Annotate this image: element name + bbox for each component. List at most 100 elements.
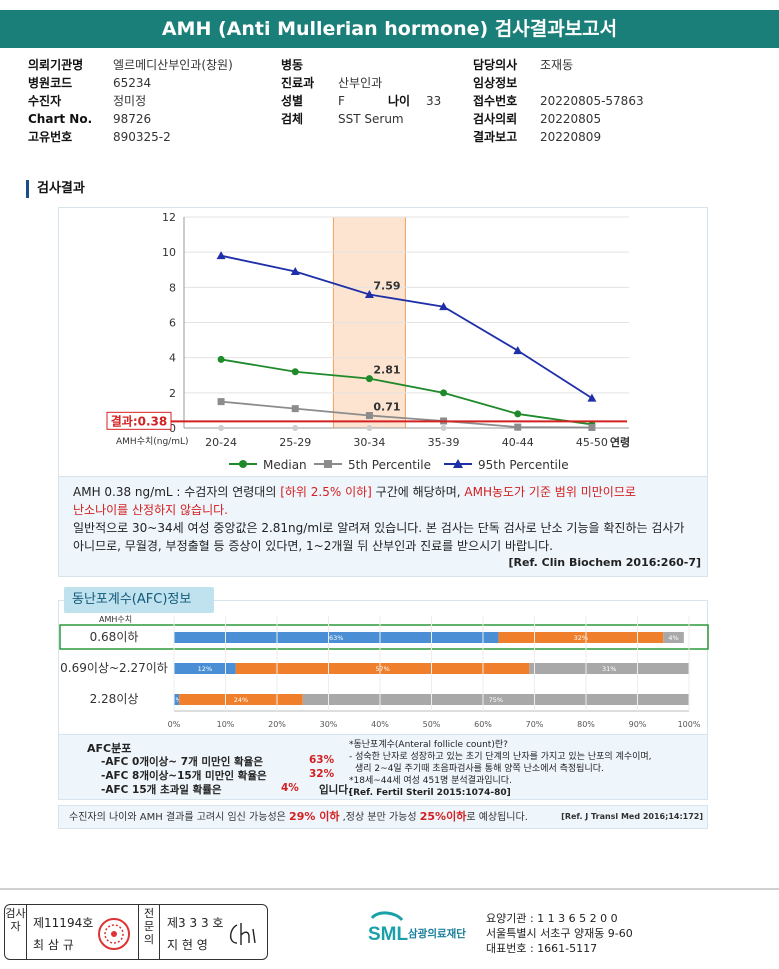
bar-segment (663, 632, 684, 643)
x-axis-suffix: 연령 (610, 435, 630, 449)
info-label: 검체 (281, 112, 304, 126)
y-tick-label: 6 (169, 317, 176, 330)
summary-reference: [Ref. J Transl Med 2016;14:172] (561, 812, 703, 821)
info-value: 조재동 (540, 58, 574, 72)
bar-category-label: 0.68이하 (90, 630, 139, 644)
organization-info: 요양기관 : 1 1 3 6 5 2 0 0 서울특별시 서초구 양재동 9-6… (486, 911, 633, 956)
interpretation-text: AMH 0.38 ng/mL : 수검자의 연령대의 (73, 485, 281, 499)
bar-category-label: 2.28이상 (90, 692, 139, 706)
afc-row: -AFC 8개이상~15개 미만인 확율은 32% (101, 768, 334, 783)
age-value: 33 (426, 94, 442, 108)
afc-note-line: *18세~44세 여성 451명 분석결과입니다. (349, 776, 512, 786)
x-tick-label: 25-29 (279, 436, 311, 449)
bar-segment (529, 663, 689, 674)
y-tick-label: 4 (169, 352, 176, 365)
afc-row-percent: 4% (281, 782, 299, 794)
amh-age-line-chart: 0 2 4 6 8 10 12 20-24 25-29 30-34 35-39 40-44 45-50 연… (106, 211, 630, 472)
info-label: 의뢰기관명 (28, 58, 84, 72)
result-label: 결과:0.38 (111, 413, 168, 428)
x-tick-label: 30-34 (353, 436, 385, 449)
bar-segment (235, 663, 530, 674)
bar-value-label: 12% (198, 665, 212, 673)
info-value: 98726 (113, 112, 152, 126)
bar-segment (174, 663, 236, 674)
data-label: 2.81 (373, 364, 400, 377)
data-label: 7.59 (373, 280, 400, 293)
afc-chart-panel: AMH수치 0.68이하 63% 32% 4% 0.69이상~2.27이하 12% 57% 31… (58, 600, 709, 735)
afc-distribution-title: AFC분포 (87, 742, 132, 755)
ovarian-age-note: 난소나이를 산정하지 않습니다. (73, 503, 228, 517)
specialist-license-no: 제3 3 3 호 (167, 916, 224, 930)
y-axis-label: AMH수치(ng/mL) (116, 435, 189, 447)
below-range-warning: AMH농도가 기준 범위 미만이므로 (464, 485, 636, 499)
series-line-95th-percentile (220, 254, 593, 399)
afc-row-text: -AFC 0개이상~ 7개 미만인 확율은 (101, 756, 263, 768)
afc-row-text: -AFC 8개이상~15개 미만인 확율은 (101, 770, 267, 782)
bar-segment (174, 632, 499, 643)
legend-label: 95th Percentile (478, 458, 569, 472)
sml-logo-text: SML (368, 924, 409, 945)
info-value: 65234 (113, 76, 152, 90)
specialist-name: 지 현 영 (167, 938, 208, 952)
info-value: 20220805-57863 (540, 94, 644, 108)
x-tick-dot (366, 425, 373, 431)
bar-x-tick-label: 30% (320, 720, 338, 729)
bar-x-tick-label: 70% (526, 720, 544, 729)
signature-box: 검사자 제11194호 최 삼 규 전문의 제3 3 3 호 지 현 영 (4, 904, 268, 960)
afc-note-line: - 성숙한 난자로 성장하고 있는 초기 단계의 난자를 가지고 있는 난포의 … (349, 752, 652, 762)
info-label: 성별 (281, 94, 304, 108)
pregnancy-probability: 29% 이하 (289, 810, 340, 823)
summary-text-end: 로 예상됩니다. (466, 812, 528, 823)
examiner-label: 검사자 (5, 905, 27, 959)
summary-text-mid: ,정상 분만 가능성 (339, 812, 420, 823)
info-label: 병원코드 (28, 76, 73, 90)
afc-row: -AFC 0개이상~ 7개 미만인 확율은 63% (101, 754, 334, 769)
afc-row-text: -AFC 15개 초과일 확률은 (101, 784, 222, 796)
bar-segment (498, 632, 664, 643)
info-value: 산부인과 (338, 76, 383, 90)
org-name: 삼광의료재단 (408, 927, 466, 940)
data-point (514, 423, 522, 431)
bar-x-tick-label: 100% (678, 720, 701, 729)
interpretation-paragraph: 일반적으로 30~34세 여성 중앙값은 2.81ng/ml로 알려져 있습니다… (73, 521, 685, 553)
data-point (513, 346, 523, 355)
data-point (291, 368, 299, 376)
afc-section-tab: 동난포계수(AFC)정보 (64, 587, 214, 613)
bar-x-tick-label: 50% (423, 720, 441, 729)
report-title: AMH (Anti Mullerian hormone) 검사결과보고서 (0, 10, 779, 48)
info-label: 접수번호 (473, 94, 518, 108)
afc-note: *동난포계수(Anteral follicle count)란? - 성숙한 난… (349, 739, 652, 799)
sml-logo-mark: SML 삼광의료재단 (368, 911, 466, 945)
data-point (365, 412, 373, 420)
x-tick-dot (440, 425, 447, 431)
data-label: 0.71 (373, 401, 400, 414)
info-label: 담당의사 (473, 58, 518, 72)
info-label: 검사의뢰 (473, 112, 518, 126)
y-tick-label: 2 (169, 387, 176, 400)
interpretation-line1: AMH 0.38 ng/mL : 수검자의 연령대의 [하위 2.5% 이하] … (73, 483, 693, 501)
specialist-label: 전문의 (138, 905, 160, 959)
data-point (290, 267, 300, 276)
info-value: 20220805 (540, 112, 602, 126)
info-value: 20220809 (540, 130, 602, 144)
summary-text: 수진자의 나이와 AMH 결과를 고려시 임신 가능성은 (69, 812, 290, 823)
bar-segment (179, 694, 303, 705)
legend-marker (324, 460, 332, 468)
examiner-license-no: 제11194호 (33, 916, 94, 930)
org-address: 서울특별시 서초구 양재동 9-60 (486, 927, 633, 940)
afc-row: -AFC 15개 초과일 확률은 4% 입니다. (101, 782, 352, 797)
afc-note-title: *동난포계수(Anteral follicle count)란? (349, 740, 508, 750)
info-label: 고유번호 (28, 130, 73, 144)
afc-details-panel: AFC분포 -AFC 0개이상~ 7개 미만인 확율은 63% -AFC 8개이상~… (58, 735, 708, 800)
bar-value-label: 57% (375, 665, 389, 673)
bar-x-tick-label: 40% (371, 720, 389, 729)
interpretation-reference: [Ref. Clin Biochem 2016:260-7] (508, 556, 701, 569)
bar-segment (302, 694, 689, 705)
y-tick-label: 10 (162, 246, 176, 259)
data-point (365, 375, 373, 383)
x-tick-dot (292, 425, 299, 431)
info-label: Chart No. (28, 112, 93, 126)
bar-value-label: 4% (668, 634, 678, 642)
info-value: 엘르메디산부인과(창원) (113, 58, 233, 72)
org-phone: 대표번호 : 1661-5117 (486, 942, 598, 955)
